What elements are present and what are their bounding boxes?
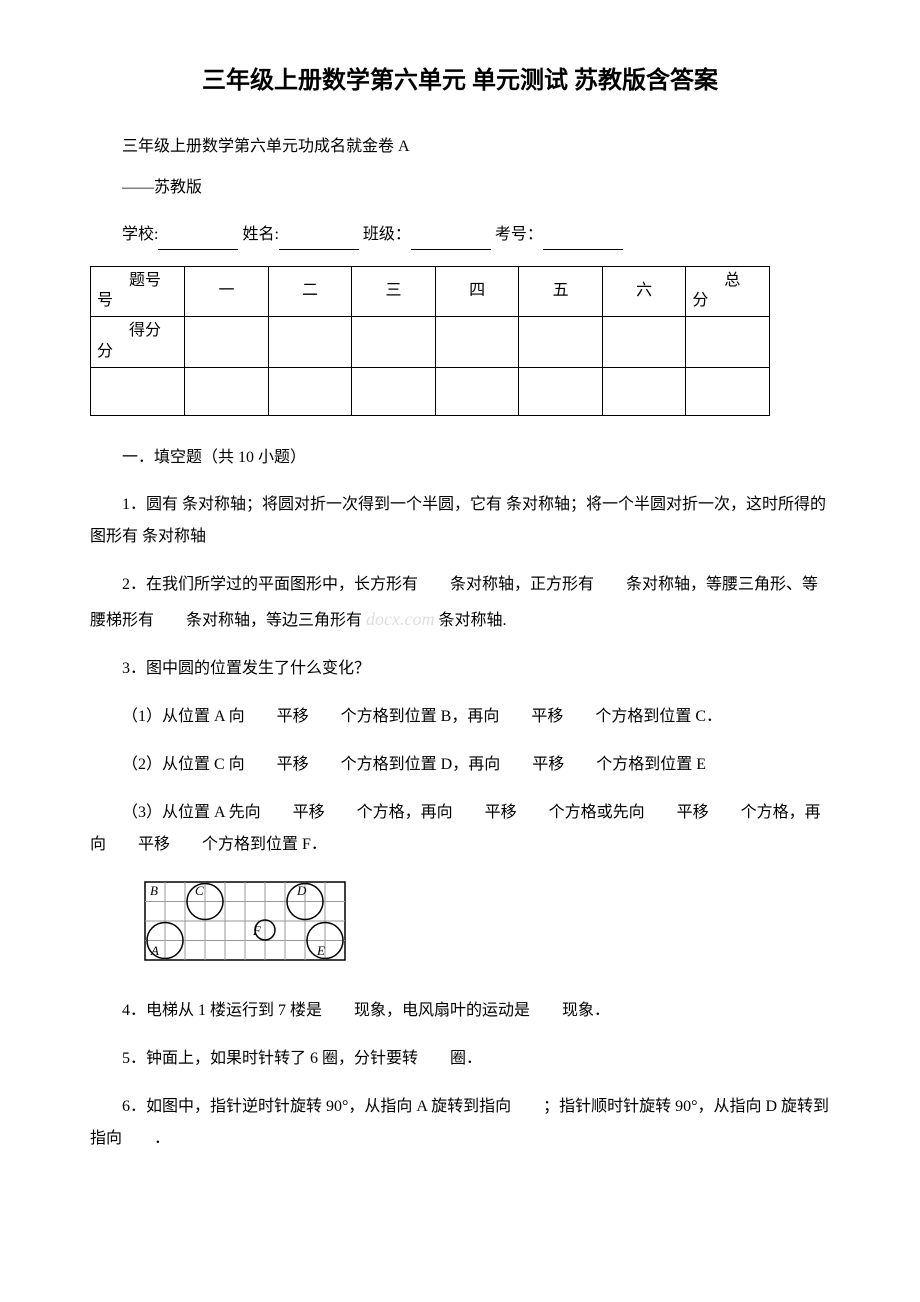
- grid-label-e: E: [316, 943, 325, 958]
- subtitle: 三年级上册数学第六单元功成名就金卷 A: [90, 133, 830, 162]
- header-score: 得分分: [91, 317, 185, 368]
- empty-cell: [268, 367, 352, 415]
- question-6: 6．如图中，指针逆时针旋转 90°，从指向 A 旋转到指向 ；指针顺时针旋转 9…: [90, 1091, 830, 1155]
- empty-cell: [519, 367, 603, 415]
- question-4: 4．电梯从 1 楼运行到 7 楼是 现象，电风扇叶的运动是 现象．: [90, 995, 830, 1027]
- table-row: 得分分: [91, 317, 770, 368]
- col-2: 二: [268, 266, 352, 317]
- question-3-3: （3）从位置 A 先向 平移 个方格，再向 平移 个方格或先向 平移 个方格，再…: [90, 797, 830, 861]
- question-3-1: （1）从位置 A 向 平移 个方格到位置 B，再向 平移 个方格到位置 C．: [90, 701, 830, 733]
- edition: ——苏教版: [90, 174, 830, 203]
- score-cell[interactable]: [435, 317, 519, 368]
- score-table: 题号号 一 二 三 四 五 六 总分 得分分: [90, 266, 770, 416]
- col-6: 六: [602, 266, 686, 317]
- blank-class[interactable]: [411, 230, 491, 249]
- grid-label-d: D: [296, 883, 307, 898]
- page-title: 三年级上册数学第六单元 单元测试 苏教版含答案: [90, 60, 830, 103]
- grid-label-f: F: [252, 923, 262, 938]
- col-5: 五: [519, 266, 603, 317]
- empty-cell: [352, 367, 436, 415]
- table-row: [91, 367, 770, 415]
- score-cell[interactable]: [519, 317, 603, 368]
- label-class: 班级：: [363, 226, 411, 243]
- table-row: 题号号 一 二 三 四 五 六 总分: [91, 266, 770, 317]
- score-cell[interactable]: [602, 317, 686, 368]
- grid-label-c: C: [195, 883, 204, 898]
- grid-svg: B C D A F E: [140, 877, 350, 965]
- watermark-text: docx.com: [366, 609, 434, 629]
- grid-label-b: B: [150, 883, 158, 898]
- score-cell[interactable]: [352, 317, 436, 368]
- question-1: 1．圆有 条对称轴；将圆对折一次得到一个半圆，它有 条对称轴；将一个半圆对折一次…: [90, 489, 830, 553]
- score-cell-total[interactable]: [686, 317, 770, 368]
- blank-school[interactable]: [158, 230, 238, 249]
- score-cell[interactable]: [185, 317, 269, 368]
- blank-examno[interactable]: [543, 230, 623, 249]
- empty-cell: [686, 367, 770, 415]
- empty-cell: [602, 367, 686, 415]
- blank-name[interactable]: [279, 230, 359, 249]
- score-cell[interactable]: [268, 317, 352, 368]
- col-4: 四: [435, 266, 519, 317]
- empty-cell: [185, 367, 269, 415]
- section-heading: 一．填空题（共 10 小题）: [90, 444, 830, 473]
- question-3-2: （2）从位置 C 向 平移 个方格到位置 D，再向 平移 个方格到位置 E: [90, 749, 830, 781]
- label-name: 姓名:: [242, 226, 278, 243]
- header-question-no: 题号号: [91, 266, 185, 317]
- label-school: 学校:: [122, 226, 158, 243]
- grid-label-a: A: [150, 943, 159, 958]
- question-3-head: 3．图中圆的位置发生了什么变化？: [90, 653, 830, 685]
- question-2: 2．在我们所学过的平面图形中，长方形有 条对称轴，正方形有 条对称轴，等腰三角形…: [90, 569, 830, 637]
- empty-cell: [91, 367, 185, 415]
- grid-figure: B C D A F E: [140, 877, 830, 976]
- col-3: 三: [352, 266, 436, 317]
- empty-cell: [435, 367, 519, 415]
- col-total: 总分: [686, 266, 770, 317]
- col-1: 一: [185, 266, 269, 317]
- label-examno: 考号：: [495, 226, 543, 243]
- q2-text-end: 条对称轴.: [438, 612, 506, 629]
- question-5: 5．钟面上，如果时针转了 6 圈，分针要转 圈．: [90, 1043, 830, 1075]
- info-line: 学校: 姓名: 班级： 考号：: [90, 221, 830, 250]
